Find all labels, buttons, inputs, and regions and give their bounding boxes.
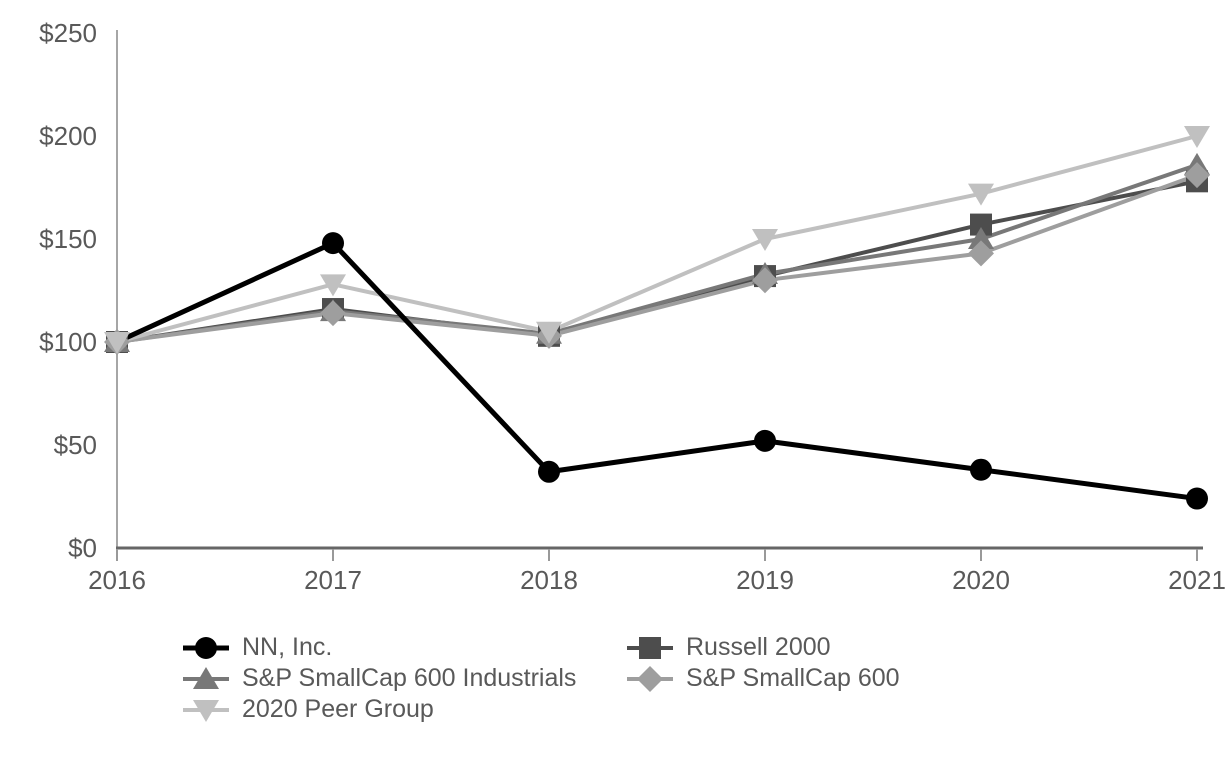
legend-label: NN, Inc. (242, 633, 333, 661)
series-marker-2020-peer-group (536, 321, 562, 344)
circle-glyph (195, 636, 217, 659)
square-glyph (639, 636, 661, 659)
legend-item-s-p-smallcap-600-industrials: S&P SmallCap 600 Industrials (183, 663, 576, 694)
y-tick-label: $50 (54, 430, 97, 460)
series-marker-nn-inc (538, 460, 560, 483)
series-line-s-p-smallcap-600 (115, 173, 1199, 344)
y-tick-label: $150 (39, 224, 97, 254)
square-icon (627, 636, 673, 659)
legend-column-1: NN, Inc. S&P SmallCap 600 Industrials 2020… (183, 632, 576, 725)
legend-label: 2020 Peer Group (242, 695, 434, 723)
diamond-icon (627, 665, 673, 692)
triangle-down-glyph (193, 699, 219, 722)
y-tick-label: $200 (39, 121, 97, 151)
performance-line-chart: $0 $50 $100 $150 $200 $250 2016 2017 2018 2019 202… (39, 18, 1226, 595)
triangle-up-glyph (193, 666, 219, 689)
series-marker-s-p-smallcap-600 (320, 300, 346, 327)
series-line-2020-peer-group (115, 134, 1199, 344)
diamond-glyph (637, 665, 663, 692)
legend-item-nn-inc: NN, Inc. (183, 632, 576, 663)
series-marker-s-p-smallcap-600 (1184, 162, 1210, 189)
x-tick-label: 2020 (952, 565, 1010, 595)
y-tick-label: $250 (39, 18, 97, 48)
triangle-up-icon (183, 666, 229, 689)
circle-icon (183, 636, 229, 659)
y-tick-label: $0 (68, 533, 97, 563)
series-marker-nn-inc (754, 429, 776, 452)
legend-item-2020-peer-group: 2020 Peer Group (183, 694, 576, 725)
legend-item-russell-2000: Russell 2000 (627, 632, 900, 663)
series-marker-2020-peer-group (1184, 126, 1210, 148)
series-marker-s-p-smallcap-600-industrials (968, 227, 994, 249)
legend-label: S&P SmallCap 600 Industrials (242, 664, 577, 692)
legend-label: S&P SmallCap 600 (686, 664, 900, 692)
x-tick-label: 2017 (304, 565, 362, 595)
series-marker-2020-peer-group (320, 274, 346, 297)
legend-item-s-p-smallcap-600: S&P SmallCap 600 (627, 663, 900, 694)
triangle-down-icon (183, 699, 229, 722)
series-marker-2020-peer-group (104, 332, 130, 354)
series-marker-s-p-smallcap-600 (968, 240, 994, 267)
series-marker-russell-2000 (970, 213, 992, 236)
legend-column-2: Russell 2000 S&P SmallCap 600 (627, 632, 900, 694)
series-marker-nn-inc (970, 458, 992, 481)
series-marker-2020-peer-group (968, 183, 994, 206)
series-marker-s-p-smallcap-600 (752, 267, 778, 294)
x-tick-label: 2016 (88, 565, 146, 595)
series-marker-nn-inc (1186, 487, 1208, 510)
x-tick-label: 2018 (520, 565, 578, 595)
x-tick-label: 2021 (1168, 565, 1226, 595)
x-tick-label: 2019 (736, 565, 794, 595)
y-tick-label: $100 (39, 327, 97, 357)
series-line-nn-inc (114, 240, 1200, 502)
legend-label: Russell 2000 (686, 633, 831, 661)
series-marker-nn-inc (322, 232, 344, 255)
series-marker-2020-peer-group (752, 229, 778, 251)
